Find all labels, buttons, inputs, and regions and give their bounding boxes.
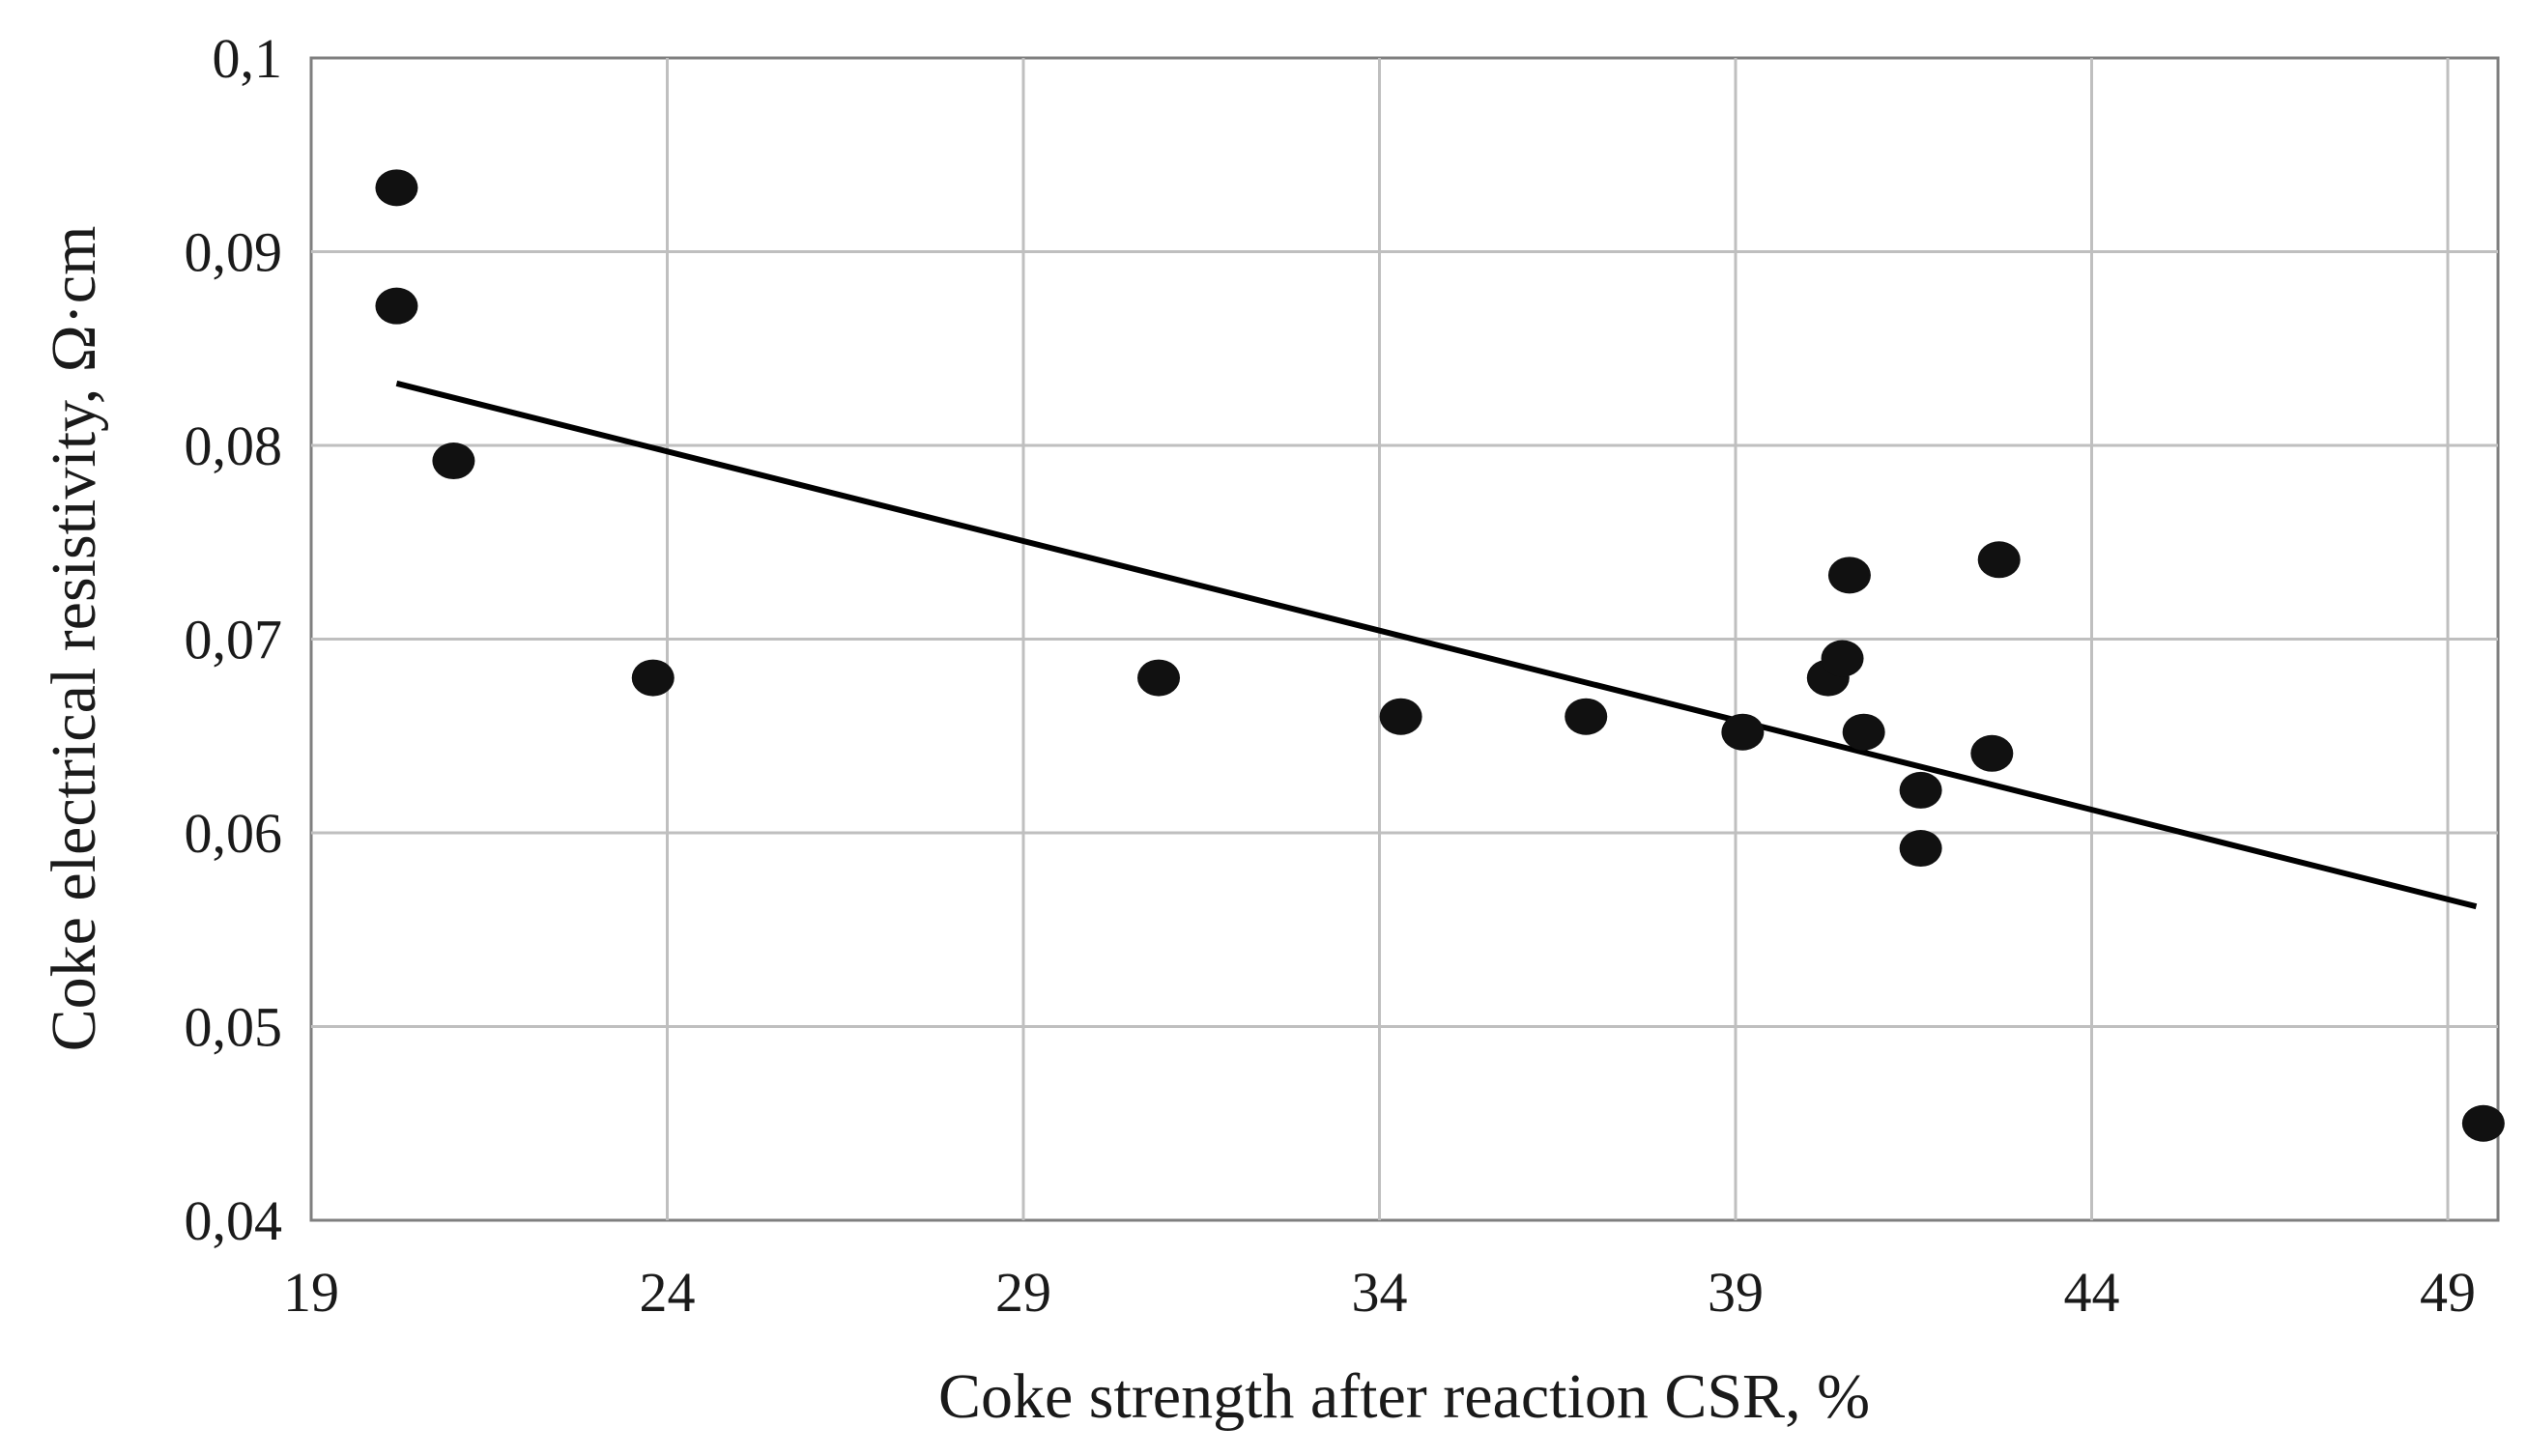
y-tick-label: 0,09 <box>185 221 283 284</box>
data-point <box>1721 713 1765 751</box>
x-tick-label: 19 <box>283 1261 339 1324</box>
y-tick-label: 0,04 <box>185 1189 283 1252</box>
data-point <box>1821 640 1864 677</box>
data-point <box>375 287 418 325</box>
x-tick-label: 24 <box>640 1261 696 1324</box>
data-point <box>1827 557 1871 594</box>
trend-line <box>395 380 2478 910</box>
y-tick-label: 0,08 <box>185 414 283 477</box>
data-point <box>1970 734 2014 772</box>
y-tick-label: 0,07 <box>185 609 283 671</box>
data-point <box>1977 541 2021 579</box>
x-tick-label: 34 <box>1352 1261 1408 1324</box>
data-point <box>1565 698 1608 735</box>
y-axis-label: Coke electrical resistivity, Ω·cm <box>39 226 109 1052</box>
x-gridlines <box>666 58 2450 1220</box>
data-point <box>1842 713 1885 751</box>
y-tick-labels: 0,04 0,05 0,06 0,07 0,08 0,09 0,1 <box>185 27 283 1252</box>
data-point <box>631 659 675 697</box>
x-tick-label: 44 <box>2064 1261 2120 1324</box>
x-tick-labels: 19 24 29 34 39 44 49 <box>283 1261 2476 1324</box>
y-tick-label: 0,06 <box>185 802 283 865</box>
data-points <box>375 169 2505 1142</box>
y-tick-label: 0,1 <box>213 27 283 90</box>
x-tick-label: 29 <box>995 1261 1051 1324</box>
x-axis-label: Coke strength after reaction CSR, % <box>938 1361 1870 1432</box>
x-tick-label: 49 <box>2420 1261 2476 1324</box>
x-tick-label: 39 <box>1708 1261 1764 1324</box>
data-point <box>1899 830 1942 868</box>
data-point <box>375 169 418 207</box>
data-point <box>1899 771 1942 809</box>
y-tick-label: 0,05 <box>185 996 283 1059</box>
data-point <box>1379 698 1422 735</box>
data-point <box>2461 1104 2505 1142</box>
data-point <box>432 443 475 480</box>
data-point <box>1137 659 1181 697</box>
